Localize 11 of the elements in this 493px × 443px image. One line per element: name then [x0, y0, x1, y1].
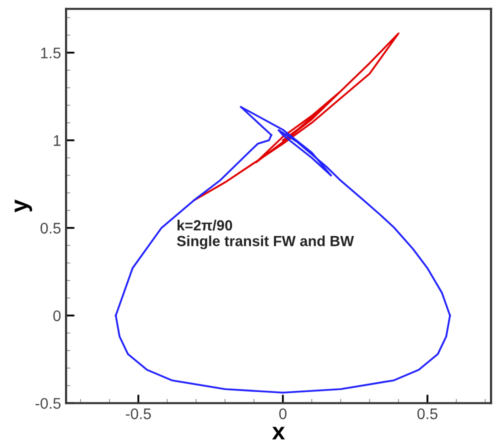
- annotation: k=2π/90 Single transit FW and BW: [176, 220, 354, 250]
- y-tick-label: -0.5: [36, 398, 61, 409]
- y-tick-label: 0: [53, 310, 61, 322]
- y-tick-label: 1: [54, 135, 60, 146]
- x-tick-label: 0: [279, 408, 287, 420]
- x-tick-label: -0.5: [126, 408, 151, 420]
- y-tick-label: 0.5: [40, 222, 61, 234]
- y-tick-label: 1.5: [41, 48, 61, 58]
- x-tick-label: 0.5: [417, 408, 438, 420]
- y-axis-title: y: [14, 200, 32, 212]
- x-axis-title: x: [272, 426, 285, 440]
